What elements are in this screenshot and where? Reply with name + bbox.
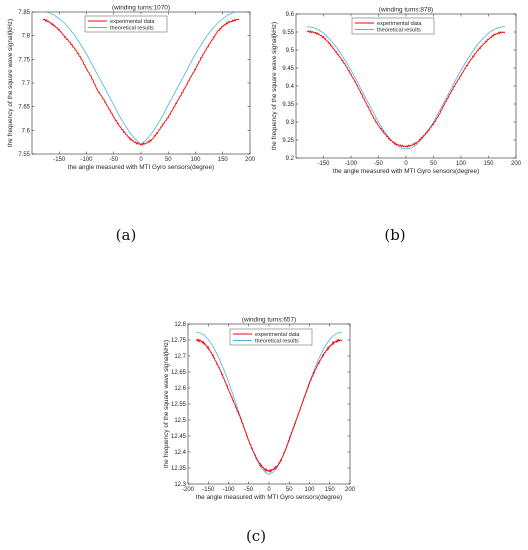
x-tick-label: -100	[222, 487, 235, 493]
y-tick-label: 12.65	[171, 370, 187, 376]
y-tick-label: 7.65	[18, 105, 30, 111]
x-tick-label: 50	[165, 157, 172, 163]
legend-box	[84, 15, 168, 33]
chart-0: -150 -100 -50 0 50 100 150 200 7.55 7.6 7.65 7.7 7.7…	[7, 5, 256, 245]
x-tick-label: 200	[345, 487, 356, 493]
series-experimental-line	[306, 29, 506, 148]
x-tick-label: 150	[218, 157, 229, 163]
legend-box	[229, 328, 313, 346]
legend-entry: theoretical results	[255, 339, 299, 345]
y-tick-label: 7.75	[18, 57, 30, 63]
y-tick-label: 9.4	[286, 84, 295, 90]
y-tick-label: 7.6	[22, 128, 31, 134]
series-theoretical-line	[196, 331, 342, 475]
y-tick-label: 9.25	[282, 138, 294, 144]
x-tick-label: -50	[244, 487, 253, 493]
legend-entry: theoretical results	[377, 28, 421, 34]
legend-box	[351, 17, 435, 35]
legend-entry: experimental data	[377, 21, 422, 27]
y-tick-label: 12.75	[171, 338, 187, 344]
x-tick-label: -150	[202, 487, 215, 493]
y-tick-label: 9.45	[282, 66, 294, 72]
y-tick-label: 9.6	[286, 12, 295, 18]
y-axis-label: the frequency of the square wave signal(…	[7, 19, 14, 147]
y-axis-label: the frequency of the square wave signal(…	[271, 22, 278, 150]
legend-entry: theoretical results	[110, 26, 154, 32]
y-tick-label: 7.8	[22, 34, 31, 40]
y-tick-label: 9.5	[286, 48, 295, 54]
x-tick-label: 50	[430, 161, 437, 167]
chart-2: -200 -150 -100 -50 0 50 100 150 200 12.3 12.35 12.4…	[163, 317, 356, 546]
chart-title: (winding turns:878)	[379, 7, 433, 14]
x-tick-label: 100	[456, 161, 467, 167]
y-tick-label: 7.55	[18, 152, 30, 158]
plot-area	[187, 323, 351, 485]
x-tick-label: -50	[109, 157, 118, 163]
x-tick-label: 200	[511, 161, 522, 167]
x-tick-label: -50	[374, 161, 383, 167]
y-tick-label: 12.45	[171, 434, 187, 440]
y-tick-label: 7.85	[18, 10, 30, 16]
legend-entry: experimental data	[255, 332, 300, 338]
x-tick-label: 0	[404, 161, 408, 167]
plot-area	[295, 13, 517, 159]
x-tick-label: 0	[139, 157, 143, 163]
x-tick-label: -150	[317, 161, 330, 167]
x-tick-label: -100	[80, 157, 93, 163]
series-theoretical-line	[306, 26, 506, 150]
y-tick-label: 12.55	[171, 402, 187, 408]
y-tick-label: 12.6	[174, 386, 186, 392]
series-experimental-line	[42, 18, 240, 146]
x-tick-label: 150	[325, 487, 336, 493]
y-axis-label: the frequency of the square wave signal(…	[163, 340, 170, 468]
y-tick-label: 9.35	[282, 102, 294, 108]
x-tick-label: 200	[245, 157, 256, 163]
chart-title: (winding turns:657)	[242, 317, 296, 324]
x-tick-label: -200	[182, 487, 195, 493]
panel-caption: (a)	[116, 226, 137, 244]
y-tick-label: 7.7	[22, 81, 31, 87]
x-axis-label: the angle measured with MTI Gyro sensors…	[333, 168, 479, 175]
series-experimental-line	[195, 338, 343, 473]
x-axis-label: the angle measured with MTI Gyro sensors…	[68, 164, 214, 171]
panel-caption: (b)	[384, 226, 405, 244]
y-tick-label: 12.7	[174, 354, 186, 360]
y-tick-label: 9.3	[286, 120, 295, 126]
y-tick-label: 12.4	[174, 450, 186, 456]
y-tick-label: 12.8	[174, 322, 186, 328]
x-tick-label: -100	[345, 161, 358, 167]
x-axis-label: the angle measured with MTI Gyro sensors…	[196, 494, 342, 501]
chart-title: (winding turns:1070)	[112, 5, 170, 12]
plot-area	[31, 11, 251, 155]
panel-caption: (c)	[246, 527, 266, 545]
chart-1: -150 -100 -50 0 50 100 150 200 9.2 9.25 9.3 9.35 9.4…	[271, 7, 522, 245]
x-tick-label: 100	[304, 487, 315, 493]
x-tick-label: 50	[286, 487, 293, 493]
y-tick-label: 9.2	[286, 156, 295, 162]
y-tick-label: 9.55	[282, 30, 294, 36]
x-tick-label: 0	[267, 487, 271, 493]
y-tick-label: 12.5	[174, 418, 186, 424]
x-tick-label: -150	[53, 157, 66, 163]
y-tick-label: 12.3	[174, 482, 186, 488]
y-tick-label: 12.35	[171, 466, 187, 472]
x-tick-label: 150	[483, 161, 494, 167]
x-tick-label: 100	[190, 157, 201, 163]
legend-entry: experimental data	[110, 19, 155, 25]
